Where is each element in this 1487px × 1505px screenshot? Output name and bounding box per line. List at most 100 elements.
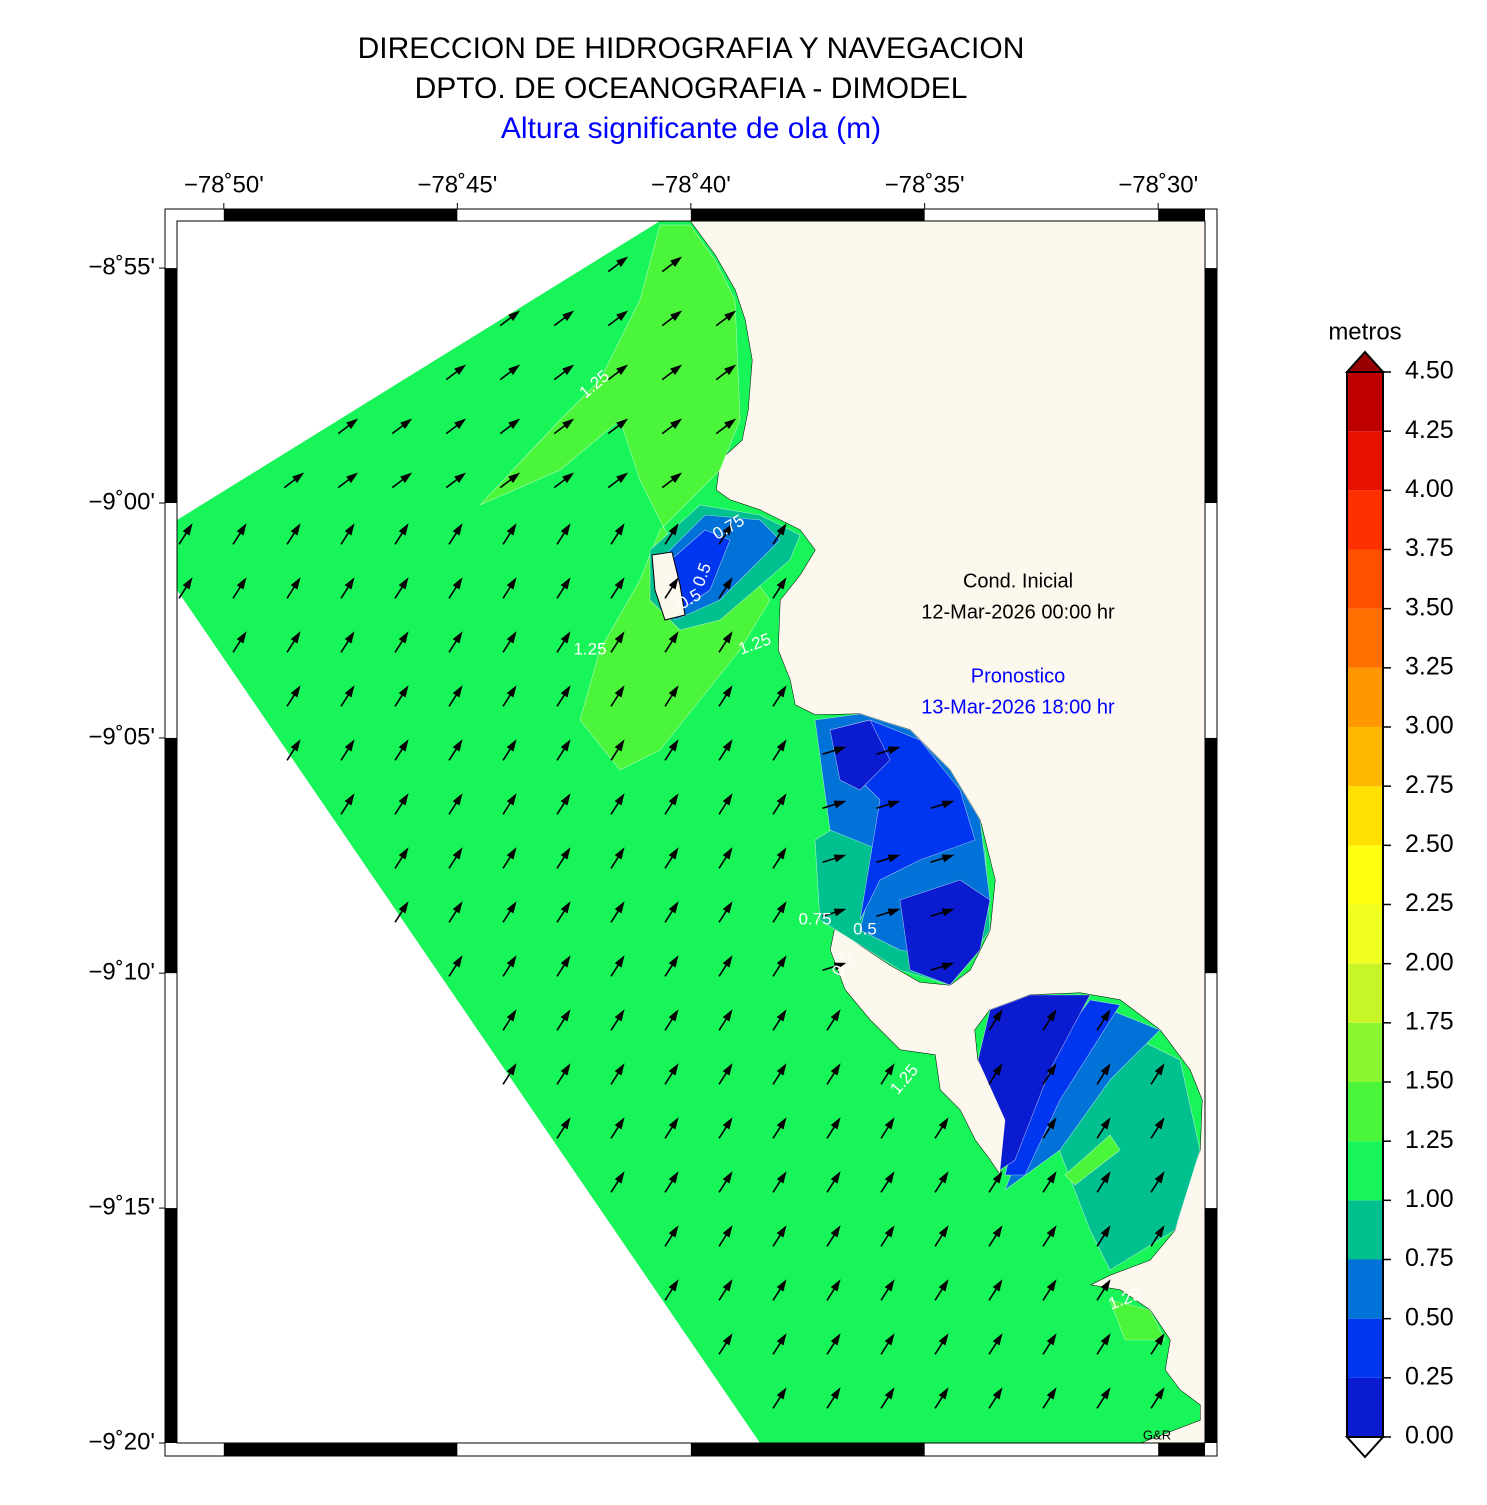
wave-arrow-head <box>992 1279 1003 1292</box>
colorbar-tick-label: 0.00 <box>1405 1422 1454 1450</box>
wave-arrow-head <box>830 1063 841 1076</box>
wave-arrow-head <box>452 523 463 536</box>
y-tick-label: −9˚00' <box>88 488 155 515</box>
frame-bar <box>165 737 177 974</box>
wave-arrow-head <box>562 364 575 375</box>
annotation: 12-Mar-2026 00:00 hr <box>921 601 1115 623</box>
wave-arrow-head <box>560 1063 571 1076</box>
wave-arrow-head <box>992 1063 1003 1076</box>
colorbar-label: metros <box>1328 318 1401 345</box>
wave-arrow-head <box>776 847 787 860</box>
wave-arrow-head <box>616 364 629 375</box>
wave-arrow-head <box>452 739 463 752</box>
wave-arrow-head <box>560 847 571 860</box>
wave-arrow-head <box>830 1333 841 1346</box>
frame-bar <box>165 268 177 504</box>
wave-arrow-head <box>938 1225 949 1238</box>
wave-arrow-head <box>833 962 847 971</box>
wave-arrow-head <box>562 310 575 321</box>
wave-arrow-head <box>776 1387 787 1400</box>
colorbar-bin <box>1347 490 1383 550</box>
colorbar-tick-label: 3.25 <box>1405 652 1454 680</box>
wave-arrow-head <box>506 1063 517 1076</box>
wave-arrow-head <box>668 631 679 644</box>
wave-arrow-head <box>506 847 517 860</box>
wave-arrow-head <box>938 1279 949 1292</box>
wave-arrow-head <box>830 1117 841 1130</box>
wave-arrow-head <box>452 901 463 914</box>
wave-arrow-head <box>724 364 737 375</box>
wave-arrow-head <box>560 631 571 644</box>
wave-arrow-head <box>560 901 571 914</box>
wave-arrow-head <box>938 1333 949 1346</box>
wave-arrow-head <box>833 854 847 863</box>
frame-bar <box>1205 268 1217 504</box>
wave-arrow-head <box>452 631 463 644</box>
wave-arrow-head <box>938 1171 949 1184</box>
wave-arrow-head <box>560 523 571 536</box>
wave-arrow-head <box>1100 1333 1111 1346</box>
wave-arrow-head <box>1046 1225 1057 1238</box>
colorbar-bin <box>1347 1200 1383 1260</box>
wave-arrow-head <box>614 901 625 914</box>
wave-arrow-head <box>992 1387 1003 1400</box>
wave-arrow-head <box>560 739 571 752</box>
wave-arrow-head <box>398 523 409 536</box>
colorbar-bin <box>1347 431 1383 491</box>
wave-arrow-head <box>508 310 521 321</box>
wave-arrow-head <box>1100 1279 1111 1292</box>
wave-arrow-head <box>398 685 409 698</box>
sea <box>177 221 1202 1443</box>
wave-arrow-head <box>668 1009 679 1022</box>
x-tick-label: −78˚45' <box>417 171 497 198</box>
wave-arrow-head <box>452 793 463 806</box>
wave-arrow-head <box>992 1171 1003 1184</box>
wave-arrow-head <box>346 418 359 429</box>
wave-arrow-head <box>1046 1171 1057 1184</box>
frame-bar <box>690 1443 925 1456</box>
wave-arrow-head <box>1100 1225 1111 1238</box>
wave-arrow-head <box>1100 1063 1111 1076</box>
wave-arrow-head <box>724 418 737 429</box>
wave-arrow-head <box>884 1279 895 1292</box>
wave-arrow-head <box>670 418 683 429</box>
title: DIRECCION DE HIDROGRAFIA Y NAVEGACION <box>358 32 1025 65</box>
wave-arrow-head <box>938 1117 949 1130</box>
subtitle: DPTO. DE OCEANOGRAFIA - DIMODEL <box>415 72 968 105</box>
y-tick-label: −9˚05' <box>88 723 155 750</box>
wave-arrow-head <box>776 955 787 968</box>
wave-zone <box>899 879 991 986</box>
wave-arrow-head <box>722 955 733 968</box>
wave-arrow-head <box>1046 1279 1057 1292</box>
wave-arrow-head <box>506 739 517 752</box>
wave-arrow-head <box>668 1171 679 1184</box>
colorbar-bin <box>1347 1259 1383 1319</box>
wave-arrow-head <box>724 310 737 321</box>
wave-arrow-head <box>722 901 733 914</box>
wave-arrow-head <box>1100 1171 1111 1184</box>
wave-arrow-head <box>562 418 575 429</box>
wave-arrow-head <box>1100 1009 1111 1022</box>
wave-arrow-head <box>1046 1009 1057 1022</box>
wave-arrow-head <box>560 577 571 590</box>
colorbar-tick-label: 1.00 <box>1405 1185 1454 1213</box>
wave-arrow-head <box>506 523 517 536</box>
colorbar-bin <box>1347 667 1383 727</box>
wave-arrow-head <box>236 523 247 536</box>
wave-arrow-head <box>776 1333 787 1346</box>
x-tick-label: −78˚35' <box>885 171 965 198</box>
wave-arrow-head <box>887 746 901 755</box>
wave-arrow-head <box>1154 1387 1165 1400</box>
wave-arrow-head <box>506 1009 517 1022</box>
colorbar-bin <box>1347 1022 1383 1082</box>
wave-arrow-head <box>722 847 733 860</box>
wave-arrow-head <box>887 800 901 809</box>
colorbar-tick-label: 1.25 <box>1405 1126 1454 1154</box>
wave-arrow-head <box>668 1117 679 1130</box>
colorbar-over <box>1344 350 1386 373</box>
wave-arrow-head <box>616 472 629 483</box>
wave-arrow-head <box>182 523 193 536</box>
wave-arrow-head <box>830 1225 841 1238</box>
wave-arrow-head <box>344 577 355 590</box>
wave-arrow-head <box>776 739 787 752</box>
